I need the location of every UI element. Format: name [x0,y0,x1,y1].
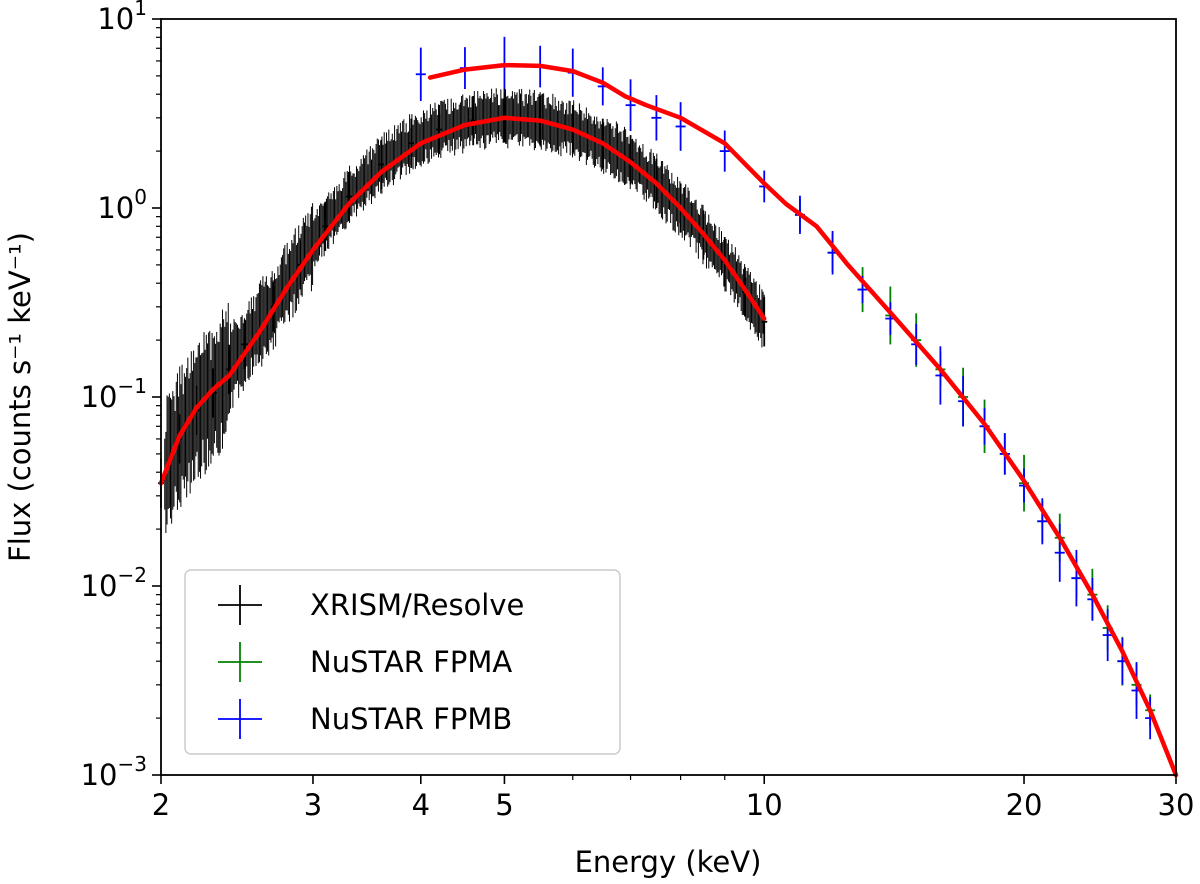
x-tick-label: 3 [304,788,322,822]
y-tick-label: 10−1 [81,374,147,414]
x-tick-label: 20 [1006,788,1043,822]
legend-box [184,569,621,755]
legend-label: XRISM/Resolve [310,588,524,622]
model-line [427,62,1179,778]
x-tick-label: 4 [412,788,430,822]
x-tick-label: 30 [1158,788,1195,822]
legend-entry: NuSTAR FPMA [218,642,512,682]
plot-marks [158,36,1179,778]
x-tick-label: 10 [746,788,783,822]
x-axis: 2 3 4 5 10 20 30 [152,775,1195,822]
legend-label: NuSTAR FPMA [310,645,512,679]
legend-entry: XRISM/Resolve [218,585,524,625]
y-tick-label: 100 [97,185,147,225]
legend-entries: XRISM/Resolve NuSTAR FPMA NuSTAR FPMB [218,585,524,739]
legend: XRISM/Resolve NuSTAR FPMA NuSTAR FPMB [184,569,621,755]
model-line [158,115,767,486]
y-tick-label: 10−3 [81,752,147,792]
legend-label: NuSTAR FPMB [310,702,512,736]
x-tick-label: 5 [495,788,513,822]
y-tick-label: 101 [97,0,147,36]
y-axis: 10−3 10−2 10−1 100 101 [81,0,161,792]
legend-entry: NuSTAR FPMB [218,699,512,739]
y-axis-title: Flux (counts s⁻¹ keV⁻¹) [3,232,37,562]
x-tick-label: 2 [152,788,170,822]
y-tick-label: 10−2 [81,563,147,603]
x-axis-title: Energy (keV) [575,845,762,879]
